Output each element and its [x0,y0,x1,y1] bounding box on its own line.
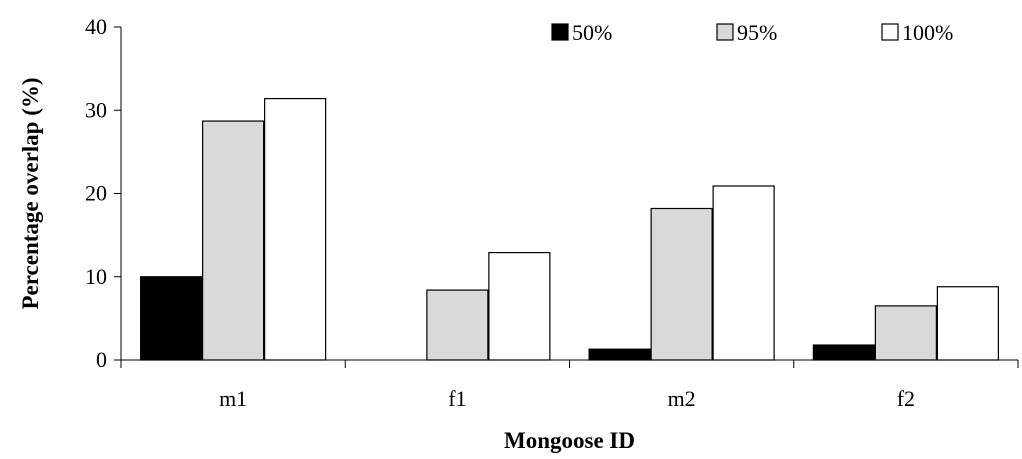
y-tick-label: 0 [96,347,107,372]
y-ticks: 0 10 20 30 40 [85,14,121,372]
y-tick-label: 30 [85,97,107,122]
x-ticks: m1 f1 m2 f2 [120,360,1019,411]
y-axis-title: Percentage overlap (%) [18,77,43,309]
bar-f2-2 [936,286,999,361]
x-axis-title: Mongoose ID [504,428,635,453]
y-tick-label: 10 [85,264,107,289]
bars-group [140,97,999,361]
bar-f1-2 [488,252,551,361]
bar-f2-1 [874,305,937,361]
bar-m1-1 [202,120,265,361]
legend-label: 50% [572,20,612,45]
legend-swatch [716,23,734,41]
bar-m2-2 [712,185,775,361]
x-tick-label: m1 [219,386,247,411]
y-tick-label: 40 [85,14,107,39]
legend-swatch [551,23,569,41]
legend-swatch [881,23,899,41]
y-tick-label: 20 [85,181,107,206]
bar-f2-0 [812,344,875,361]
bar-m1-2 [264,97,327,361]
bar-m1-0 [140,276,203,361]
x-tick-label: f2 [897,386,915,411]
x-tick-label: f1 [448,386,466,411]
legend: 50% 95% 100% [551,20,953,45]
bar-f1-1 [426,289,489,361]
x-tick-label: m2 [668,386,696,411]
legend-label: 100% [902,20,953,45]
legend-label: 95% [737,20,777,45]
bar-m2-1 [650,207,713,361]
bar-m2-0 [588,348,651,361]
